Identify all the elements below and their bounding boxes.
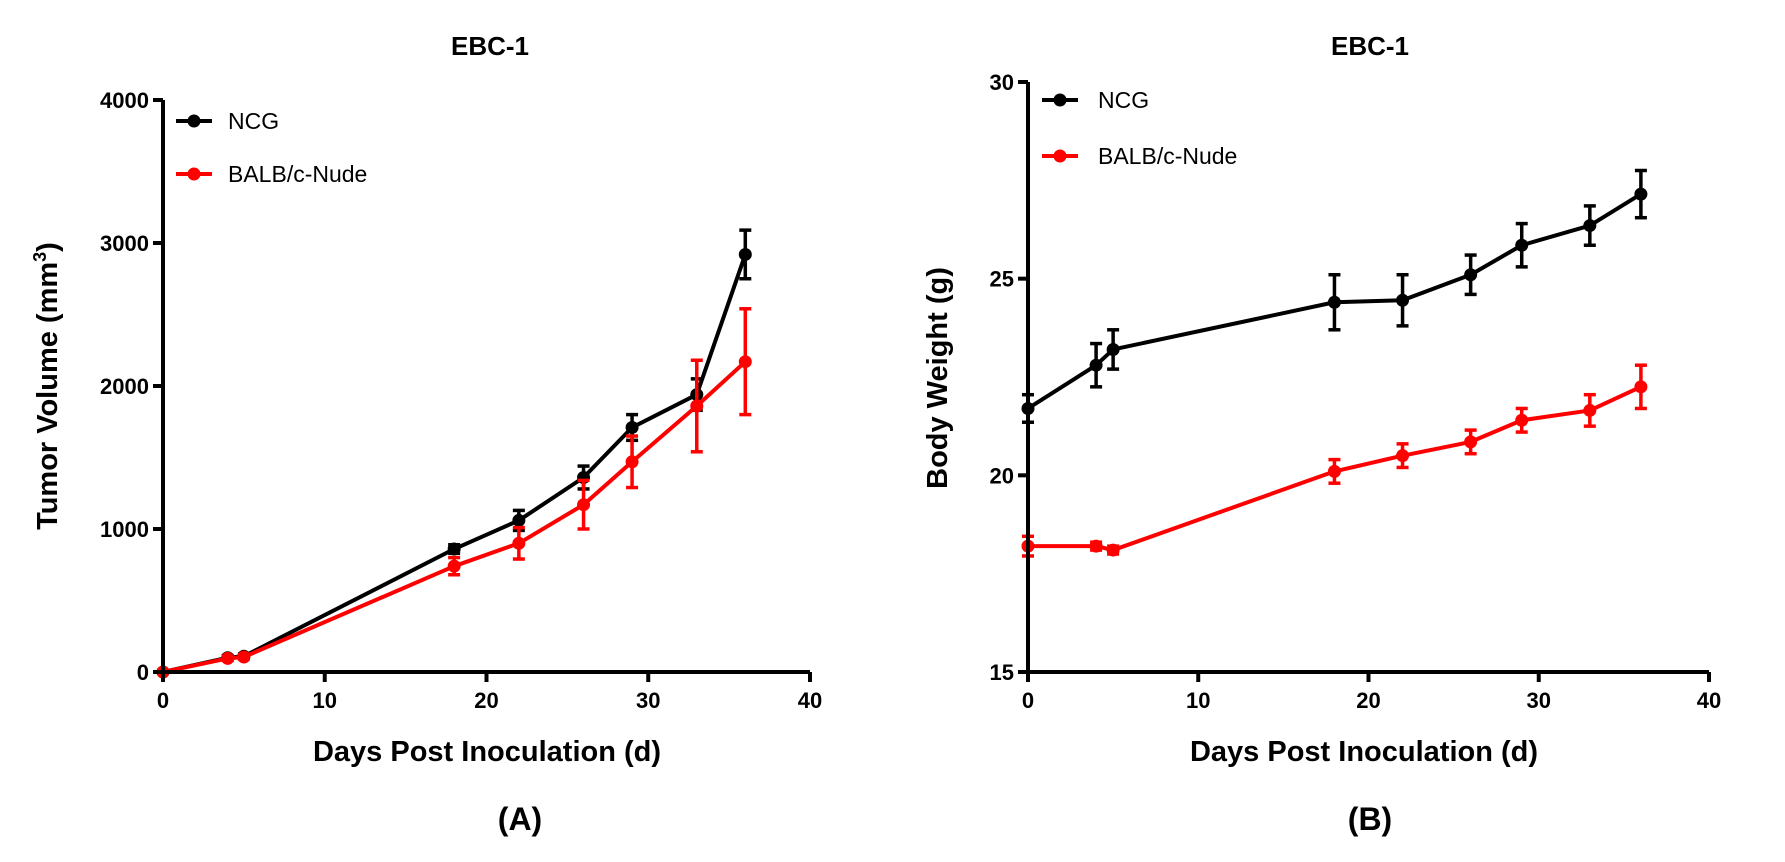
y-axis-label-a-main: Tumor Volume (mm [32, 262, 64, 530]
data-point [690, 399, 704, 413]
legend-b-nude-marker [1053, 149, 1067, 163]
legend-b-ncg-label: NCG [1098, 87, 1149, 113]
y-tick-label: 2000 [100, 374, 149, 399]
legend-a-nude-marker [187, 167, 201, 181]
data-point [237, 650, 251, 664]
data-point [1089, 358, 1103, 372]
series-group-b [1021, 168, 1648, 558]
data-point [1106, 342, 1120, 356]
data-point [1583, 219, 1597, 233]
panel-label-a: (A) [498, 801, 542, 837]
x-ticks-a: 0 10 20 30 40 [157, 672, 822, 713]
x-tick-label: 30 [636, 688, 660, 713]
data-point [1464, 435, 1478, 449]
y-axis-label-a-sup: 3 [30, 252, 50, 262]
x-tick-label: 20 [1356, 688, 1380, 713]
data-point [625, 455, 639, 469]
y-ticks-b: 15 20 25 30 [990, 70, 1028, 685]
chart-panel-b: EBC-1 15 20 25 30 0 10 20 30 40 Days Post Inocu… [922, 31, 1721, 837]
data-point [1634, 380, 1648, 394]
data-point [447, 542, 461, 556]
y-tick-label: 30 [990, 70, 1014, 95]
data-point [1464, 268, 1478, 282]
y-ticks-a: 0 1000 2000 3000 4000 [100, 88, 163, 685]
legend-b: NCG BALB/c-Nude [1042, 87, 1237, 169]
x-tick-label: 0 [157, 688, 169, 713]
x-tick-label: 30 [1527, 688, 1551, 713]
chart-panel-a: EBC-1 0 1000 2000 3000 4000 0 10 20 30 40 Days P… [30, 31, 822, 837]
chart-title-b: EBC-1 [1331, 31, 1409, 61]
y-tick-label: 1000 [100, 517, 149, 542]
x-tick-label: 40 [1697, 688, 1721, 713]
data-point [1515, 413, 1529, 427]
y-tick-label: 20 [990, 463, 1014, 488]
data-point [577, 498, 591, 512]
legend-a: NCG BALB/c-Nude [176, 108, 367, 187]
data-point [625, 420, 639, 434]
chart-title-a: EBC-1 [451, 31, 529, 61]
legend-a-nude-label: BALB/c-Nude [228, 161, 367, 187]
x-tick-label: 40 [798, 688, 822, 713]
data-point [1327, 295, 1341, 309]
y-axis-label-a: Tumor Volume (mm3) [30, 242, 64, 530]
legend-a-ncg-label: NCG [228, 108, 279, 134]
data-point [1106, 543, 1120, 557]
legend-b-nude-label: BALB/c-Nude [1098, 143, 1237, 169]
y-axis-label-a-end: ) [32, 242, 64, 252]
data-point [1396, 449, 1410, 463]
data-point [1089, 539, 1103, 553]
x-axis-label-b: Days Post Inoculation (d) [1190, 736, 1538, 768]
data-point [738, 355, 752, 369]
x-tick-label: 10 [1186, 688, 1210, 713]
series-ncg [156, 228, 752, 679]
x-tick-label: 20 [474, 688, 498, 713]
legend-a-ncg-marker [187, 114, 201, 128]
legend-b-ncg-marker [1053, 93, 1067, 107]
y-tick-label: 3000 [100, 231, 149, 256]
data-point [512, 536, 526, 550]
series-balb-c-nude [1021, 363, 1648, 558]
data-point [1327, 464, 1341, 478]
x-ticks-b: 0 10 20 30 40 [1022, 672, 1721, 713]
series-group-a [156, 228, 752, 679]
data-point [221, 651, 235, 665]
y-axis-label-b-main: Body Weight (g) [922, 267, 954, 489]
series-line [162, 253, 748, 674]
data-point [447, 559, 461, 573]
data-point [1396, 293, 1410, 307]
data-point [1583, 403, 1597, 417]
series-ncg [1021, 168, 1648, 424]
x-axis-label-a: Days Post Inoculation (d) [313, 736, 661, 768]
y-axis-label-b: Body Weight (g) [922, 267, 954, 489]
x-tick-label: 0 [1022, 688, 1034, 713]
x-tick-label: 10 [313, 688, 337, 713]
series-line [162, 360, 747, 674]
panel-label-b: (B) [1348, 801, 1392, 837]
y-tick-label: 25 [990, 267, 1014, 292]
data-point [738, 247, 752, 261]
data-point [512, 513, 526, 527]
series-balb-c-nude [156, 307, 752, 679]
y-tick-label: 4000 [100, 88, 149, 113]
y-tick-label: 15 [990, 660, 1014, 685]
y-tick-label: 0 [137, 660, 149, 685]
data-point [1515, 238, 1529, 252]
data-point [1634, 187, 1648, 201]
